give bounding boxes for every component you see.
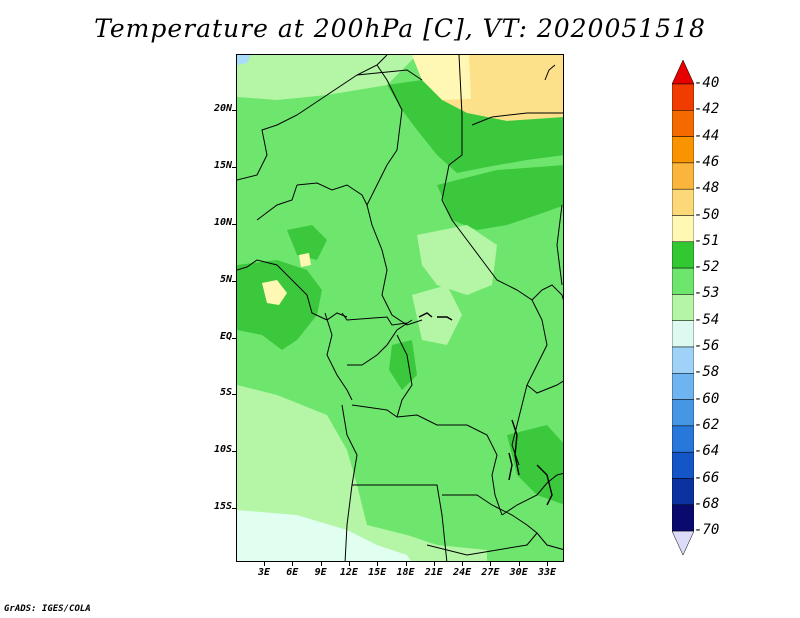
lat-tick-label: 15N (213, 160, 232, 171)
shade-minus-54-north (237, 55, 417, 100)
lat-tick-label: 15S (213, 501, 232, 512)
shade-minus-54-central (417, 225, 497, 295)
colorbar-label: -44 (694, 127, 720, 144)
lat-tick (232, 394, 236, 395)
colorbar-swatch (672, 188, 694, 216)
lon-tick-label: 33E (537, 567, 557, 578)
lon-tick-label: 21E (424, 567, 443, 578)
lon-tick (320, 562, 322, 566)
shade-minus-52-band (437, 165, 563, 230)
lat-tick-label: 20N (213, 103, 232, 114)
lon-tick (405, 562, 407, 566)
lon-tick (518, 562, 520, 566)
lon-tick-label: 12E (339, 567, 358, 578)
colorbar-label: -42 (694, 101, 720, 118)
temperature-field (237, 55, 563, 561)
colorbar-label: -51 (694, 232, 720, 249)
lat-tick-label: 5N (219, 274, 232, 285)
lon-tick (547, 562, 548, 566)
lat-tick (232, 224, 236, 225)
colorbar-swatch (672, 294, 694, 321)
colorbar-swatch (672, 399, 694, 427)
lon-tick (264, 562, 265, 566)
colorbar-label: -70 (694, 522, 720, 539)
lon-tick (292, 562, 294, 566)
lon-tick (433, 562, 435, 566)
colorbar-swatch (672, 162, 694, 190)
lon-tick-label: 27E (481, 567, 500, 578)
colorbar-label: -56 (694, 338, 720, 354)
lon-tick-label: 9E (314, 567, 327, 578)
shade-minus-52-north (387, 80, 563, 173)
shade-minus-52-patch (287, 225, 327, 260)
colorbar-top-cap (672, 60, 694, 85)
colorbar (672, 60, 694, 556)
lat-tick (232, 110, 236, 111)
colorbar-swatch (672, 110, 694, 137)
chart-title: Temperature at 200hPa [C], VT: 202005151… (94, 14, 706, 43)
colorbar-label: -68 (694, 495, 720, 512)
lat-tick-label: EQ (219, 331, 232, 342)
lat-tick (232, 338, 236, 339)
colorbar-swatch (672, 320, 694, 348)
map-panel (236, 54, 564, 562)
colorbar-label: -60 (694, 390, 720, 407)
lon-tick (377, 562, 379, 566)
colorbar-label: -58 (694, 364, 720, 381)
shade-minus-52-congo (389, 340, 417, 390)
lat-tick-label: 5S (219, 387, 232, 398)
colorbar-label: -46 (694, 153, 720, 170)
lon-tick (490, 562, 492, 566)
lon-tick-label: 6E (286, 567, 299, 578)
lon-tick-label: 15E (368, 567, 387, 578)
colorbar-swatch (672, 451, 694, 479)
shade-minus-51-west (262, 280, 287, 305)
colorbar-swatch (672, 83, 694, 111)
lon-tick-label: 24E (453, 567, 472, 578)
colorbar-label: -48 (694, 180, 720, 197)
colorbar-swatch (672, 241, 694, 269)
colorbar-swatch (672, 478, 694, 506)
lon-tick-label: 18E (396, 567, 415, 578)
colorbar-label: -62 (694, 416, 720, 433)
lon-tick-label: 30E (509, 567, 528, 578)
colorbar-label: -52 (694, 259, 720, 276)
lat-tick-label: 10S (213, 444, 232, 455)
lat-tick-label: 10N (213, 217, 232, 228)
colorbar-label: -64 (694, 443, 720, 460)
credit-text: GrADS: IGES/COLA (4, 604, 91, 614)
colorbar-label: -66 (694, 469, 720, 486)
colorbar-swatch (672, 425, 694, 453)
lat-tick (232, 167, 236, 168)
lon-tick (348, 562, 350, 566)
colorbar-swatch (672, 346, 694, 374)
colorbar-swatch (672, 215, 694, 243)
colorbar-bottom-cap (672, 530, 694, 556)
shade-minus-51-blob (299, 253, 311, 267)
colorbar-swatch (672, 136, 694, 164)
colorbar-label: -53 (694, 285, 720, 302)
shade-minus-51-north (412, 55, 471, 100)
lon-tick (462, 562, 464, 566)
colorbar-label: -40 (694, 75, 720, 91)
shade-minus-55-corner (237, 545, 351, 561)
lon-tick-label: 3E (257, 567, 271, 578)
lat-tick (232, 451, 236, 452)
colorbar-label: -54 (694, 311, 720, 328)
country-borders (237, 55, 563, 561)
colorbar-swatch (672, 373, 694, 400)
colorbar-swatch (672, 504, 694, 532)
shade-minus-56-corner (237, 55, 251, 65)
shade-minus-54-congo (412, 285, 462, 345)
lake-outlines (418, 312, 553, 506)
colorbar-label: -50 (694, 206, 720, 223)
shade-minus-52-west (237, 260, 322, 350)
lat-tick (232, 508, 236, 509)
lat-tick (232, 281, 236, 282)
colorbar-swatch (672, 267, 694, 295)
